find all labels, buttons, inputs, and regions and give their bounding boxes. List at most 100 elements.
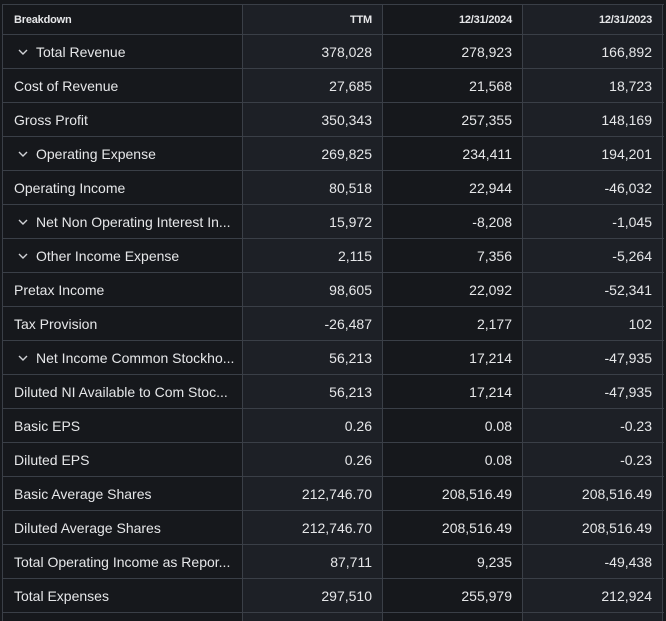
value-2023: 18,723 xyxy=(609,77,652,94)
table-row[interactable]: Total Revenue 378,028 278,923 166,892 xyxy=(3,35,664,69)
row-label-cell: Basic Average Shares xyxy=(3,477,243,510)
value-cell-ttm: 2,115 xyxy=(243,239,383,272)
value-cell-2023: -49,438 xyxy=(523,545,663,578)
value-2024: 7,356 xyxy=(476,247,512,264)
table-row[interactable]: Operating Expense 269,825 234,411 194,201 xyxy=(3,137,664,171)
value-ttm: 56,213 xyxy=(329,349,372,366)
value-cell-2024: 208,516.49 xyxy=(383,511,523,544)
value-2023: -49,438 xyxy=(604,553,652,570)
value-2024: 278,923 xyxy=(461,43,512,60)
value-2023: 208,516.49 xyxy=(581,485,652,502)
value-cell-2023: 208,516.49 xyxy=(523,477,663,510)
value-2024: -8,208 xyxy=(472,213,512,230)
row-label: Operating Expense xyxy=(36,145,156,162)
value-cell-2023: -47,935 xyxy=(523,375,663,408)
value-2023: -0.23 xyxy=(620,451,652,468)
chevron-down-icon[interactable] xyxy=(18,253,30,259)
value-2023: -46,032 xyxy=(604,179,652,196)
value-ttm: 98,605 xyxy=(329,281,372,298)
income-statement-table: Breakdown TTM 12/31/2024 12/31/2023 Tota… xyxy=(2,4,664,621)
value-cell-2023: 166,892 xyxy=(523,35,663,68)
value-2024: 257,355 xyxy=(461,111,512,128)
row-label-cell[interactable]: Net Income Common Stockho... xyxy=(3,341,243,374)
value-2024: 17,214 xyxy=(469,383,512,400)
table-row: Diluted Average Shares 212,746.70 208,516.… xyxy=(3,511,664,545)
value-cell-2023: -5,264 xyxy=(523,239,663,272)
table-row[interactable]: Other Income Expense 2,115 7,356 -5,264 xyxy=(3,239,664,273)
table-row[interactable]: Net Income Common Stockho... 56,213 17,214… xyxy=(3,341,664,375)
row-label-cell: Tax Provision xyxy=(3,307,243,340)
value-cell-ttm: 378,028 xyxy=(243,35,383,68)
value-ttm: 0.26 xyxy=(344,451,372,468)
value-2023: -47,935 xyxy=(604,349,652,366)
row-label: Diluted EPS xyxy=(14,451,90,468)
chevron-down-icon[interactable] xyxy=(18,49,30,55)
table-row: Tax Provision -26,487 2,177 102 xyxy=(3,307,664,341)
value-2024: 0.08 xyxy=(484,417,512,434)
chevron-down-icon[interactable] xyxy=(18,151,30,157)
value-ttm: 269,825 xyxy=(321,145,372,162)
table-row: Basic EPS 0.26 0.08 -0.23 xyxy=(3,409,664,443)
header-ttm[interactable]: TTM xyxy=(243,5,383,34)
table-row-partial xyxy=(3,613,664,621)
value-2023: -52,341 xyxy=(604,281,652,298)
table-row: Basic Average Shares 212,746.70 208,516.49… xyxy=(3,477,664,511)
value-2023: 166,892 xyxy=(601,43,652,60)
value-2023: 212,924 xyxy=(601,587,652,604)
value-cell-2024: 17,214 xyxy=(383,375,523,408)
value-2023: 148,169 xyxy=(601,111,652,128)
value-cell-2024: 0.08 xyxy=(383,443,523,476)
row-label-cell: Diluted EPS xyxy=(3,443,243,476)
chevron-down-icon[interactable] xyxy=(18,355,30,361)
value-ttm: 378,028 xyxy=(321,43,372,60)
row-label-cell[interactable]: Other Income Expense xyxy=(3,239,243,272)
value-cell-ttm: 98,605 xyxy=(243,273,383,306)
value-2023: -47,935 xyxy=(604,383,652,400)
row-label-cell[interactable]: Net Non Operating Interest In... xyxy=(3,205,243,238)
row-label-cell: Operating Income xyxy=(3,171,243,204)
value-2024: 17,214 xyxy=(469,349,512,366)
value-cell-ttm: 0.26 xyxy=(243,443,383,476)
value-cell-2024: -8,208 xyxy=(383,205,523,238)
value-2023: 208,516.49 xyxy=(581,519,652,536)
value-cell-2024: 0.08 xyxy=(383,409,523,442)
table-body: Total Revenue 378,028 278,923 166,892 Cost o… xyxy=(3,35,664,613)
table-row: Operating Income 80,518 22,944 -46,032 xyxy=(3,171,664,205)
header-2023[interactable]: 12/31/2023 xyxy=(523,5,663,34)
value-ttm: 212,746.70 xyxy=(301,485,372,502)
row-label: Total Operating Income as Repor... xyxy=(14,553,231,570)
row-label: Gross Profit xyxy=(14,111,88,128)
chevron-down-icon[interactable] xyxy=(18,219,30,225)
value-2023: -5,264 xyxy=(612,247,652,264)
table-row[interactable]: Net Non Operating Interest In... 15,972 -8… xyxy=(3,205,664,239)
value-cell-2023: -0.23 xyxy=(523,443,663,476)
header-2024[interactable]: 12/31/2024 xyxy=(383,5,523,34)
value-cell-ttm: 15,972 xyxy=(243,205,383,238)
table-row: Gross Profit 350,343 257,355 148,169 xyxy=(3,103,664,137)
row-label: Cost of Revenue xyxy=(14,77,119,94)
row-label: Net Non Operating Interest In... xyxy=(36,213,231,230)
value-cell-ttm: 297,510 xyxy=(243,579,383,612)
value-cell-2024: 21,568 xyxy=(383,69,523,102)
table-row: Total Expenses 297,510 255,979 212,924 xyxy=(3,579,664,613)
value-cell-2023: 208,516.49 xyxy=(523,511,663,544)
value-cell-2023: 18,723 xyxy=(523,69,663,102)
row-label-cell[interactable]: Operating Expense xyxy=(3,137,243,170)
row-label: Other Income Expense xyxy=(36,247,180,264)
value-2024: 208,516.49 xyxy=(441,485,512,502)
table-row: Cost of Revenue 27,685 21,568 18,723 xyxy=(3,69,664,103)
value-cell-ttm: 56,213 xyxy=(243,341,383,374)
table-row: Diluted NI Available to Com Stoc... 56,21… xyxy=(3,375,664,409)
value-ttm: 350,343 xyxy=(321,111,372,128)
value-cell-2024: 2,177 xyxy=(383,307,523,340)
value-cell-2024: 257,355 xyxy=(383,103,523,136)
value-cell-ttm: 27,685 xyxy=(243,69,383,102)
row-label-cell: Cost of Revenue xyxy=(3,69,243,102)
value-cell-2023: 212,924 xyxy=(523,579,663,612)
value-ttm: -26,487 xyxy=(324,315,372,332)
value-ttm: 56,213 xyxy=(329,383,372,400)
value-cell-ttm: 56,213 xyxy=(243,375,383,408)
value-cell-ttm: 212,746.70 xyxy=(243,511,383,544)
row-label: Tax Provision xyxy=(14,315,98,332)
row-label-cell[interactable]: Total Revenue xyxy=(3,35,243,68)
